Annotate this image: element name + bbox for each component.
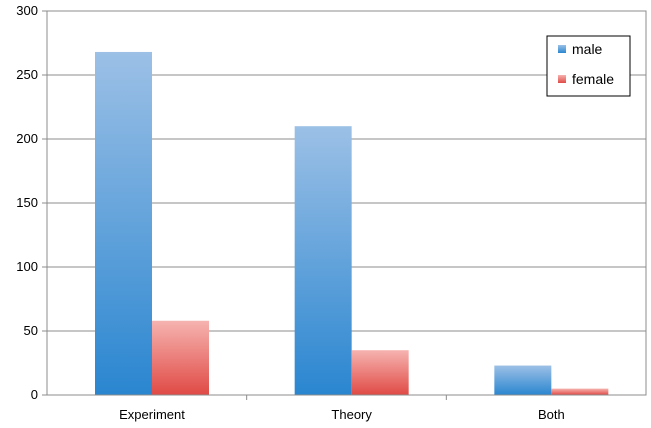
y-tick-label: 100 — [16, 259, 38, 274]
plot-frame — [46, 10, 647, 396]
legend: male female — [546, 35, 631, 97]
x-tick-label: Both — [538, 407, 565, 422]
tick-labels: 0 50 100 150 200 250 300 Experiment Theory Both — [16, 3, 564, 422]
y-tick-label: 0 — [31, 387, 38, 402]
bar-female-both — [551, 388, 609, 395]
bar-female-theory — [351, 350, 409, 395]
y-tick-label: 150 — [16, 195, 38, 210]
legend-swatch-male — [558, 45, 566, 53]
bar-male-both — [494, 365, 552, 395]
bar-female-experiment — [152, 320, 209, 395]
bar-male-theory — [294, 126, 352, 395]
x-tick-label: Theory — [331, 407, 372, 422]
legend-label-male: male — [572, 41, 603, 57]
y-tick-label: 250 — [16, 67, 38, 82]
legend-swatch-female — [558, 75, 566, 83]
x-tick-label: Experiment — [119, 407, 185, 422]
bar-male-experiment — [95, 51, 152, 396]
bars — [95, 51, 609, 396]
y-tick-label: 50 — [24, 323, 38, 338]
legend-label-female: female — [572, 71, 614, 87]
axes — [42, 10, 647, 400]
y-tick-label: 300 — [16, 3, 38, 18]
y-tick-label: 200 — [16, 131, 38, 146]
